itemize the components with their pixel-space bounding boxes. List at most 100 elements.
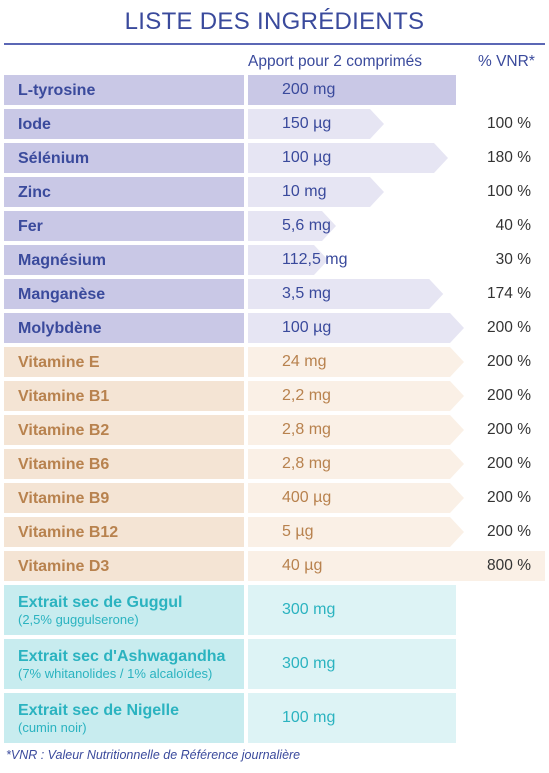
ingredient-amount: 100 mg bbox=[282, 709, 336, 726]
row-band bbox=[4, 245, 328, 275]
name-cell-bg bbox=[4, 639, 244, 689]
ingredient-amount: 200 mg bbox=[282, 81, 336, 98]
vnr-arrow-band bbox=[248, 177, 384, 207]
ingredient-name: Molybdène bbox=[18, 319, 102, 337]
ingredient-amount: 300 mg bbox=[282, 601, 336, 618]
ingredient-amount: 2,8 mg bbox=[282, 421, 331, 438]
vnr-arrow-band bbox=[248, 109, 384, 139]
page-title: LISTE DES INGRÉDIENTS bbox=[124, 8, 425, 35]
ingredient-name: Vitamine B9 bbox=[18, 489, 110, 507]
table-row: Vitamine B9 400 µg 200 % bbox=[4, 483, 545, 513]
table-row: Extrait sec d'Ashwagandha (7% whitanolide… bbox=[4, 639, 545, 689]
ingredient-name-cell: Molybdène bbox=[4, 313, 244, 343]
ingredient-amount: 400 µg bbox=[282, 489, 332, 506]
vnr-arrow-band bbox=[248, 693, 456, 743]
ingredient-name-cell: Sélénium bbox=[4, 143, 244, 173]
row-band bbox=[4, 639, 456, 689]
ingredient-name: Sélénium bbox=[18, 149, 90, 167]
ingredient-vnr: 174 % bbox=[487, 285, 531, 302]
table-row: Vitamine D3 40 µg 800 % bbox=[4, 551, 545, 581]
title-divider bbox=[4, 43, 545, 45]
name-cell-bg bbox=[4, 483, 244, 513]
ingredient-name: Zinc bbox=[18, 183, 51, 201]
ingredient-vnr: 200 % bbox=[487, 319, 531, 336]
row-band bbox=[4, 483, 464, 513]
ingredient-amount: 150 µg bbox=[282, 115, 332, 132]
vnr-arrow-band bbox=[248, 517, 464, 547]
row-band bbox=[4, 109, 384, 139]
ingredient-amount: 100 µg bbox=[282, 149, 332, 166]
name-cell-bg bbox=[4, 245, 244, 275]
table-row: Vitamine B12 5 µg 200 % bbox=[4, 517, 545, 547]
name-cell-bg bbox=[4, 211, 244, 241]
name-cell-bg bbox=[4, 381, 244, 411]
name-cell-bg bbox=[4, 551, 244, 581]
row-band bbox=[4, 449, 464, 479]
ingredient-amount: 3,5 mg bbox=[282, 285, 331, 302]
table-row: Sélénium 100 µg 180 % bbox=[4, 143, 545, 173]
footnote: *VNR : Valeur Nutritionnelle de Référenc… bbox=[6, 748, 301, 762]
row-band bbox=[4, 279, 444, 309]
table-row: Vitamine E 24 mg 200 % bbox=[4, 347, 545, 377]
vnr-arrow-band bbox=[248, 551, 545, 581]
ingredient-name-cell: Vitamine E bbox=[4, 347, 244, 377]
table-row: Zinc 10 mg 100 % bbox=[4, 177, 545, 207]
ingredient-name: Extrait sec de Nigelle bbox=[18, 701, 179, 719]
ingredient-amount: 300 mg bbox=[282, 655, 336, 672]
ingredient-name: Magnésium bbox=[18, 251, 107, 269]
ingredient-name: Vitamine E bbox=[18, 353, 100, 371]
ingredient-name: Manganèse bbox=[18, 285, 106, 303]
ingredient-amount: 5 µg bbox=[282, 523, 314, 540]
vnr-arrow-band bbox=[248, 143, 448, 173]
ingredient-subtitle: (7% whitanolides / 1% alcaloïdes) bbox=[18, 665, 213, 681]
row-band bbox=[4, 347, 464, 377]
ingredient-name: L-tyrosine bbox=[18, 81, 96, 99]
ingredient-name-cell: Magnésium bbox=[4, 245, 244, 275]
name-cell-bg bbox=[4, 517, 244, 547]
ingredient-amount: 10 mg bbox=[282, 183, 327, 200]
row-band bbox=[4, 381, 464, 411]
vnr-arrow-band bbox=[248, 585, 456, 635]
vnr-arrow-band bbox=[248, 347, 464, 377]
name-cell-bg bbox=[4, 177, 244, 207]
vnr-arrow-band bbox=[248, 313, 464, 343]
table-row: Vitamine B6 2,8 mg 200 % bbox=[4, 449, 545, 479]
vnr-arrow-band bbox=[248, 381, 464, 411]
ingredient-amount: 112,5 mg bbox=[282, 251, 348, 268]
row-band bbox=[4, 693, 456, 743]
row-band bbox=[4, 517, 464, 547]
ingredient-name-cell: Extrait sec de Nigelle (cumin noir) bbox=[4, 693, 244, 743]
ingredient-name: Iode bbox=[18, 115, 51, 133]
ingredient-name-cell: Iode bbox=[4, 109, 244, 139]
row-band bbox=[4, 143, 448, 173]
row-band bbox=[4, 211, 336, 241]
ingredient-name-cell: Vitamine D3 bbox=[4, 551, 244, 581]
ingredient-vnr: 100 % bbox=[487, 115, 531, 132]
ingredient-amount: 24 mg bbox=[282, 353, 327, 370]
ingredient-subtitle: (cumin noir) bbox=[18, 719, 87, 735]
ingredient-vnr: 200 % bbox=[487, 489, 531, 506]
row-band bbox=[4, 313, 464, 343]
ingredient-amount: 100 µg bbox=[282, 319, 332, 336]
ingredient-name-cell: Zinc bbox=[4, 177, 244, 207]
table-row: Molybdène 100 µg 200 % bbox=[4, 313, 545, 343]
ingredient-name-cell: L-tyrosine bbox=[4, 75, 244, 105]
name-cell-bg bbox=[4, 109, 244, 139]
vnr-arrow-band bbox=[248, 449, 464, 479]
ingredient-vnr: 30 % bbox=[495, 251, 531, 268]
vnr-arrow-band bbox=[248, 75, 456, 105]
row-band bbox=[4, 177, 384, 207]
name-cell-bg bbox=[4, 313, 244, 343]
vnr-arrow-band bbox=[248, 279, 444, 309]
table-row: Fer 5,6 mg 40 % bbox=[4, 211, 545, 241]
ingredient-name: Extrait sec de Guggul bbox=[18, 593, 183, 611]
vnr-arrow-band bbox=[248, 483, 464, 513]
ingredient-name: Extrait sec d'Ashwagandha bbox=[18, 647, 226, 665]
ingredient-amount: 2,8 mg bbox=[282, 455, 331, 472]
ingredient-vnr: 180 % bbox=[487, 149, 531, 166]
ingredient-name: Vitamine B1 bbox=[18, 387, 110, 405]
vnr-arrow-band bbox=[248, 415, 464, 445]
ingredient-vnr: 200 % bbox=[487, 523, 531, 540]
table-row: Vitamine B2 2,8 mg 200 % bbox=[4, 415, 545, 445]
